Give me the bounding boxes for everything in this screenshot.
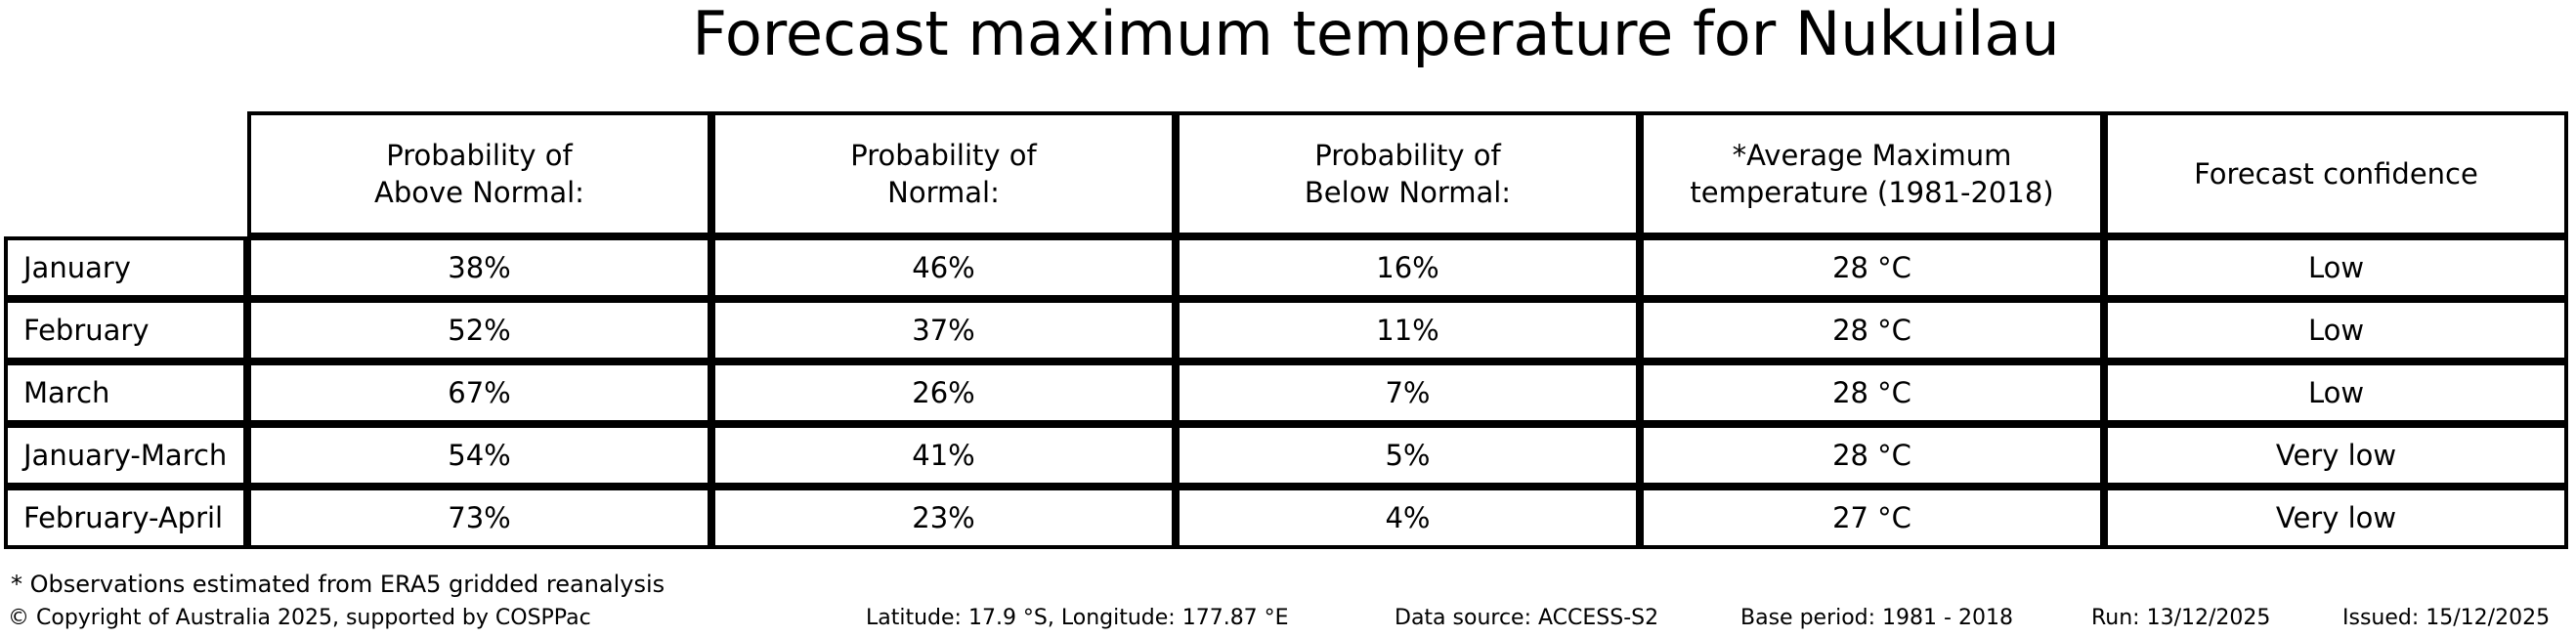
page-title: Forecast maximum temperature for Nukuila…	[692, 0, 2060, 69]
data-source-text: Data source: ACCESS-S2	[1395, 606, 1659, 630]
cell-normal: 37%	[711, 299, 1176, 361]
location-coordinates: Latitude: 17.9 °S, Longitude: 177.87 °E	[866, 606, 1289, 630]
observations-footnote: * Observations estimated from ERA5 gridd…	[11, 571, 665, 598]
cell-normal: 46%	[711, 236, 1176, 299]
cell-avg-max-temp: 28 °C	[1640, 361, 2104, 424]
row-label: February	[4, 299, 247, 361]
cell-normal: 41%	[711, 424, 1176, 487]
row-label: March	[4, 361, 247, 424]
column-header-forecast-confidence: Forecast confidence	[2104, 111, 2568, 236]
copyright-text: © Copyright of Australia 2025, supported…	[8, 606, 591, 630]
column-header-below-normal: Probability of Below Normal:	[1176, 111, 1640, 236]
table-row-february: February 52% 37% 11% 28 °C Low	[4, 299, 2568, 361]
cell-below-normal: 5%	[1176, 424, 1640, 487]
table-row-february-april: February-April 73% 23% 4% 27 °C Very low	[4, 487, 2568, 549]
cell-avg-max-temp: 28 °C	[1640, 424, 2104, 487]
cell-below-normal: 4%	[1176, 487, 1640, 549]
cell-normal: 23%	[711, 487, 1176, 549]
cell-above-normal: 73%	[247, 487, 711, 549]
cell-forecast-confidence: Low	[2104, 299, 2568, 361]
cell-below-normal: 11%	[1176, 299, 1640, 361]
cell-above-normal: 38%	[247, 236, 711, 299]
issued-date-text: Issued: 15/12/2025	[2342, 606, 2551, 630]
row-label: February-April	[4, 487, 247, 549]
cell-avg-max-temp: 28 °C	[1640, 299, 2104, 361]
table-row-january: January 38% 46% 16% 28 °C Low	[4, 236, 2568, 299]
cell-above-normal: 54%	[247, 424, 711, 487]
cell-above-normal: 67%	[247, 361, 711, 424]
table-header-row: Probability of Above Normal: Probability…	[4, 111, 2568, 236]
forecast-table: Probability of Above Normal: Probability…	[4, 111, 2568, 549]
corner-blank-cell	[4, 111, 247, 236]
row-label: January	[4, 236, 247, 299]
base-period-text: Base period: 1981 - 2018	[1740, 606, 2013, 630]
column-header-normal: Probability of Normal:	[711, 111, 1176, 236]
row-label: January-March	[4, 424, 247, 487]
cell-forecast-confidence: Low	[2104, 236, 2568, 299]
cell-normal: 26%	[711, 361, 1176, 424]
cell-forecast-confidence: Low	[2104, 361, 2568, 424]
cell-above-normal: 52%	[247, 299, 711, 361]
cell-avg-max-temp: 28 °C	[1640, 236, 2104, 299]
table-row-january-march: January-March 54% 41% 5% 28 °C Very low	[4, 424, 2568, 487]
run-date-text: Run: 13/12/2025	[2091, 606, 2271, 630]
cell-forecast-confidence: Very low	[2104, 487, 2568, 549]
cell-forecast-confidence: Very low	[2104, 424, 2568, 487]
cell-below-normal: 7%	[1176, 361, 1640, 424]
cell-avg-max-temp: 27 °C	[1640, 487, 2104, 549]
column-header-avg-max-temp: *Average Maximum temperature (1981-2018)	[1640, 111, 2104, 236]
cell-below-normal: 16%	[1176, 236, 1640, 299]
column-header-above-normal: Probability of Above Normal:	[247, 111, 711, 236]
table-row-march: March 67% 26% 7% 28 °C Low	[4, 361, 2568, 424]
